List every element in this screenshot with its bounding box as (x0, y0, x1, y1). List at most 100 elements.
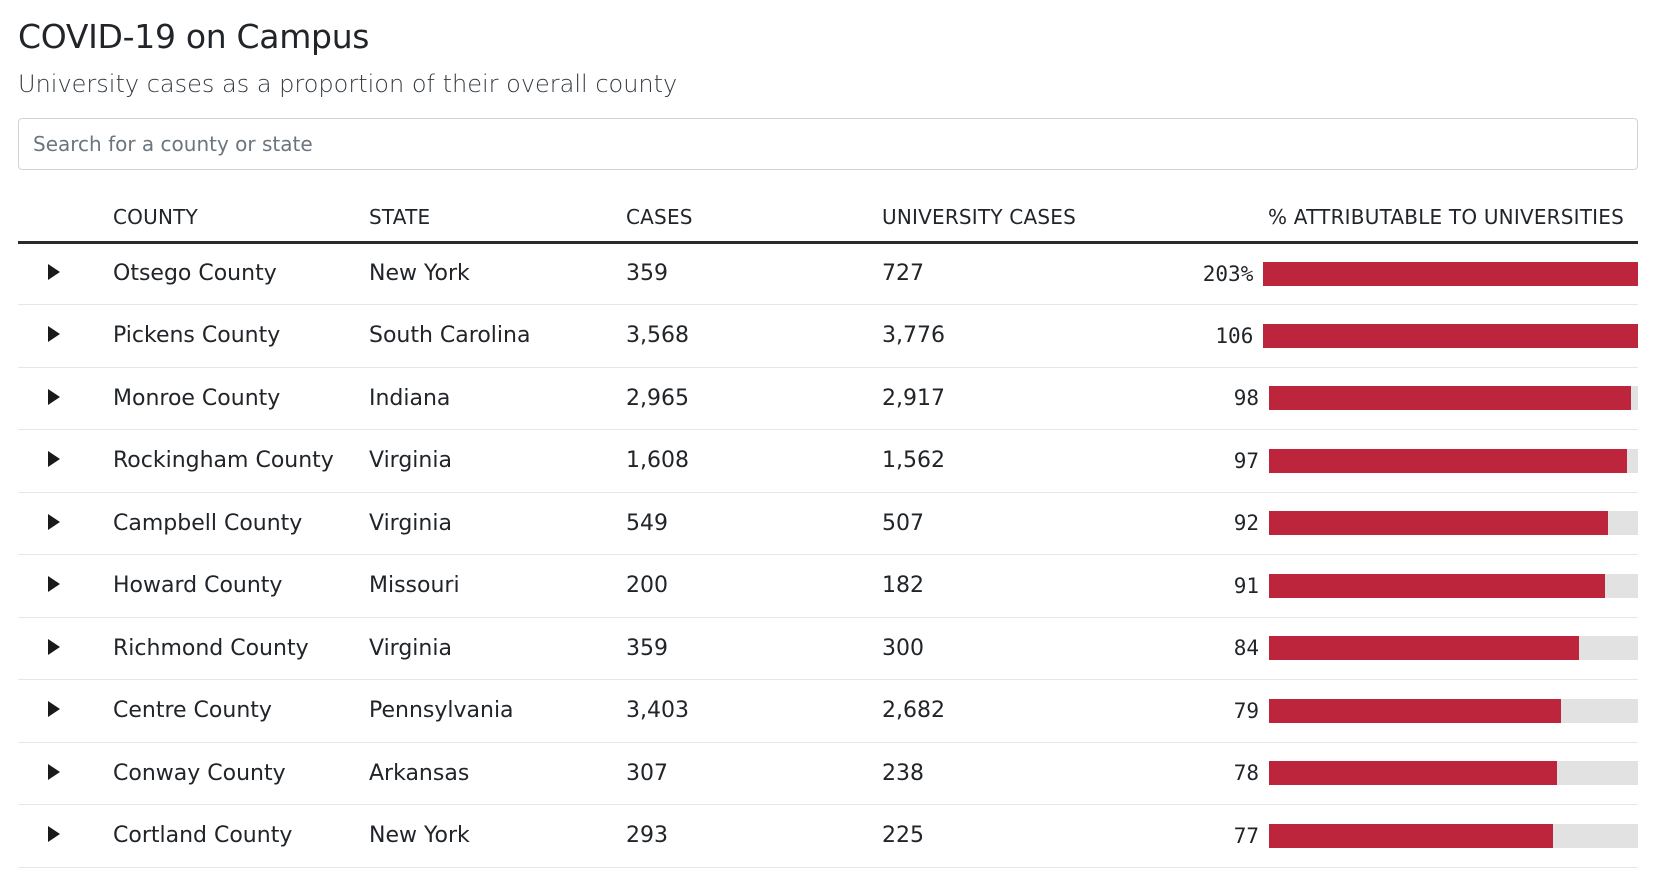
county-cell: Howard County (113, 554, 369, 618)
university-cases-cell: 1,562 (882, 429, 1138, 493)
expand-cell[interactable] (18, 429, 113, 493)
cases-cell: 293 (626, 804, 882, 868)
expand-cell[interactable] (18, 242, 113, 305)
pct-bar-track (1269, 386, 1638, 411)
pct-value: 98 (1233, 386, 1259, 411)
expand-arrow-icon[interactable] (48, 638, 60, 655)
page-subtitle: University cases as a proportion of thei… (18, 70, 678, 98)
expand-cell[interactable] (18, 304, 113, 368)
state-cell: Missouri (369, 554, 626, 618)
header-cases[interactable]: CASES (626, 190, 882, 244)
table-row[interactable]: Cortland County New York 293 225 77 (18, 804, 1638, 868)
pct-bar-fill (1269, 698, 1561, 723)
pct-bar-fill (1269, 761, 1557, 786)
expand-cell[interactable] (18, 617, 113, 680)
expand-arrow-icon[interactable] (48, 388, 60, 405)
pct-bar-track (1269, 573, 1638, 598)
pct-bar-fill (1269, 386, 1631, 411)
state-cell: Indiana (369, 367, 626, 430)
table-header: COUNTY STATE CASES UNIVERSITY CASES % AT… (18, 190, 1638, 244)
pct-bar-track (1263, 261, 1638, 286)
county-cell: Centre County (113, 679, 369, 743)
cases-cell: 3,403 (626, 679, 882, 743)
expand-arrow-icon[interactable] (48, 576, 60, 593)
header-state[interactable]: STATE (369, 190, 626, 244)
pct-bar-fill (1263, 323, 1638, 348)
university-cases-cell: 507 (882, 492, 1138, 555)
pct-bar-fill (1269, 573, 1605, 598)
pct-wrap: 92 (1138, 493, 1638, 555)
table-body: Otsego County New York 359 727 203% Pickens C… (18, 242, 1638, 868)
university-cases-cell: 727 (882, 242, 1138, 305)
pct-bar-fill (1269, 823, 1554, 848)
header-row: COUNTY STATE CASES UNIVERSITY CASES % AT… (18, 190, 1638, 244)
university-cases-cell: 300 (882, 617, 1138, 680)
table-row[interactable]: Howard County Missouri 200 182 91 (18, 554, 1638, 618)
pct-bar-track (1269, 448, 1638, 473)
pct-cell: 78 (1138, 742, 1638, 805)
county-cell: Pickens County (113, 304, 369, 368)
pct-cell: 91 (1138, 554, 1638, 618)
pct-value: 91 (1233, 573, 1259, 598)
state-cell: New York (369, 804, 626, 868)
table-row[interactable]: Centre County Pennsylvania 3,403 2,682 79 (18, 679, 1638, 743)
pct-cell: 77 (1138, 804, 1638, 868)
pct-bar-fill (1269, 636, 1579, 661)
pct-cell: 106 (1138, 304, 1638, 368)
header-pct-attributable[interactable]: % ATTRIBUTABLE TO UNIVERSITIES (1138, 190, 1638, 244)
state-cell: Virginia (369, 429, 626, 493)
cases-cell: 549 (626, 492, 882, 555)
expand-arrow-icon[interactable] (48, 264, 60, 281)
county-cell: Rockingham County (113, 429, 369, 493)
pct-bar-fill (1269, 511, 1609, 536)
expand-cell[interactable] (18, 367, 113, 430)
table-row[interactable]: Conway County Arkansas 307 238 78 (18, 742, 1638, 805)
expand-cell[interactable] (18, 742, 113, 805)
state-cell: Arkansas (369, 742, 626, 805)
table-row[interactable]: Monroe County Indiana 2,965 2,917 98 (18, 367, 1638, 430)
table-row[interactable]: Campbell County Virginia 549 507 92 (18, 492, 1638, 555)
university-cases-cell: 238 (882, 742, 1138, 805)
pct-bar-track (1269, 698, 1638, 723)
cases-cell: 359 (626, 617, 882, 680)
expand-cell[interactable] (18, 804, 113, 868)
cases-cell: 307 (626, 742, 882, 805)
expand-arrow-icon[interactable] (48, 513, 60, 530)
state-cell: Virginia (369, 617, 626, 680)
pct-value: 84 (1233, 636, 1259, 661)
pct-wrap: 78 (1138, 743, 1638, 805)
pct-cell: 84 (1138, 617, 1638, 680)
county-cell: Richmond County (113, 617, 369, 680)
search-input[interactable] (18, 118, 1638, 170)
pct-bar-fill (1263, 261, 1638, 286)
table-row[interactable]: Richmond County Virginia 359 300 84 (18, 617, 1638, 680)
cases-cell: 3,568 (626, 304, 882, 368)
pct-cell: 92 (1138, 492, 1638, 555)
pct-bar-track (1269, 761, 1638, 786)
cases-cell: 2,965 (626, 367, 882, 430)
expand-arrow-icon[interactable] (48, 763, 60, 780)
expand-arrow-icon[interactable] (48, 826, 60, 843)
county-table: COUNTY STATE CASES UNIVERSITY CASES % AT… (18, 190, 1638, 868)
county-cell: Campbell County (113, 492, 369, 555)
pct-wrap: 79 (1138, 680, 1638, 742)
expand-cell[interactable] (18, 679, 113, 743)
county-cell: Otsego County (113, 242, 369, 305)
cases-cell: 200 (626, 554, 882, 618)
pct-wrap: 97 (1138, 430, 1638, 492)
expand-cell[interactable] (18, 492, 113, 555)
header-university-cases[interactable]: UNIVERSITY CASES (882, 190, 1138, 244)
expand-cell[interactable] (18, 554, 113, 618)
expand-arrow-icon[interactable] (48, 326, 60, 343)
expand-arrow-icon[interactable] (48, 701, 60, 718)
pct-wrap: 106 (1138, 305, 1638, 367)
table-row[interactable]: Pickens County South Carolina 3,568 3,776 10… (18, 304, 1638, 368)
table-row[interactable]: Otsego County New York 359 727 203% (18, 242, 1638, 305)
table-row[interactable]: Rockingham County Virginia 1,608 1,562 97 (18, 429, 1638, 493)
university-cases-cell: 182 (882, 554, 1138, 618)
pct-wrap: 203% (1138, 244, 1638, 305)
expand-arrow-icon[interactable] (48, 451, 60, 468)
header-county[interactable]: COUNTY (113, 190, 369, 244)
pct-wrap: 98 (1138, 368, 1638, 430)
pct-cell: 203% (1138, 242, 1638, 305)
